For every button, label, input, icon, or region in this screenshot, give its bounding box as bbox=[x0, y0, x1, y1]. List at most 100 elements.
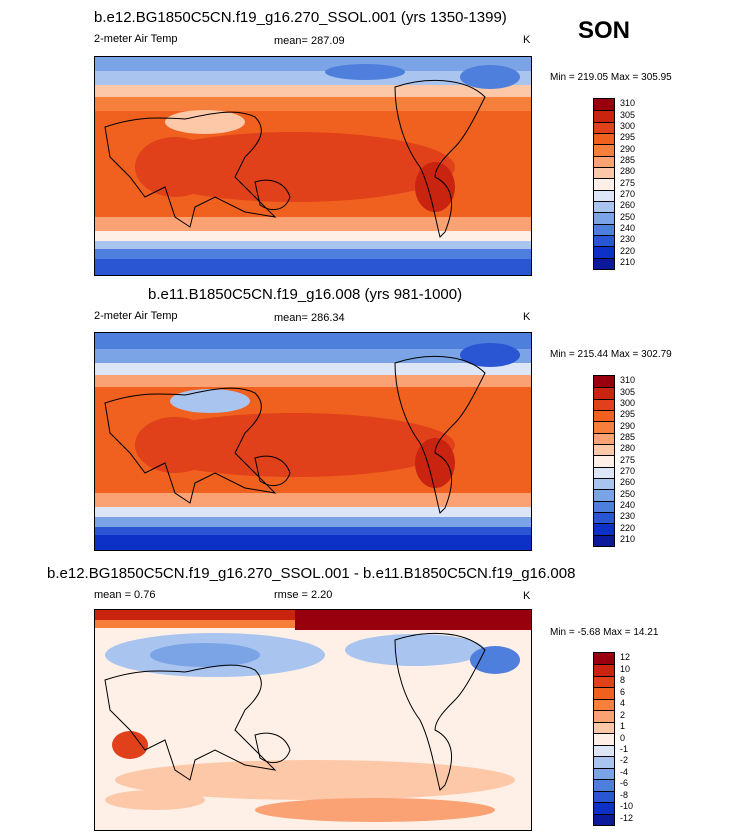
colorbar-cell bbox=[594, 201, 614, 213]
colorbar-label: 230 bbox=[620, 234, 636, 245]
colorbar-label: 6 bbox=[620, 686, 626, 697]
colorbar-cell bbox=[594, 767, 614, 780]
panel1-minmax: Min = 219.05 Max = 305.95 bbox=[550, 72, 672, 83]
colorbar-cell bbox=[594, 257, 614, 269]
colorbar-cell bbox=[594, 178, 614, 190]
colorbar-label: 10 bbox=[620, 663, 631, 674]
colorbar-cell bbox=[594, 802, 614, 814]
season-label: SON bbox=[578, 17, 631, 44]
colorbar-label: 290 bbox=[620, 420, 636, 431]
colorbar-cell bbox=[594, 421, 614, 433]
colorbar-cell bbox=[594, 466, 614, 478]
colorbar-cell bbox=[594, 698, 614, 711]
panel3-map bbox=[94, 609, 532, 831]
colorbar-label: 12 bbox=[620, 652, 631, 663]
colorbar-cell bbox=[594, 653, 614, 665]
panel2-minmax: Min = 215.44 Max = 302.79 bbox=[550, 349, 672, 360]
colorbar-cell bbox=[594, 523, 614, 535]
colorbar-cell bbox=[594, 155, 614, 167]
colorbar-cell bbox=[594, 387, 614, 399]
colorbar-cell bbox=[594, 710, 614, 722]
panel2-variable-label: 2-meter Air Temp bbox=[94, 310, 178, 322]
colorbar-label: -2 bbox=[620, 755, 629, 766]
colorbar-label: 295 bbox=[620, 132, 636, 143]
colorbar-label: -1 bbox=[620, 743, 629, 754]
colorbar-cell bbox=[594, 687, 614, 699]
colorbar-cell bbox=[594, 756, 614, 768]
panel3-title: b.e12.BG1850C5CN.f19_g16.270_SSOL.001 - … bbox=[47, 565, 576, 582]
colorbar-cell bbox=[594, 500, 614, 512]
colorbar-label: 290 bbox=[620, 143, 636, 154]
colorbar-cell bbox=[594, 110, 614, 122]
colorbar-label: 210 bbox=[620, 256, 636, 267]
colorbar-cell bbox=[594, 489, 614, 501]
panel1-map-field bbox=[95, 57, 531, 275]
colorbar-cell bbox=[594, 478, 614, 490]
panel1-variable-label: 2-meter Air Temp bbox=[94, 33, 178, 45]
panel3-map-field bbox=[95, 610, 531, 830]
colorbar-cell bbox=[594, 675, 614, 688]
colorbar-label: 310 bbox=[620, 98, 636, 109]
panel1-mean-label: mean= 287.09 bbox=[274, 35, 345, 47]
panel2-map-field bbox=[95, 333, 531, 550]
colorbar-label: -4 bbox=[620, 766, 629, 777]
colorbar-label: 275 bbox=[620, 177, 636, 188]
colorbar-label: 210 bbox=[620, 533, 636, 544]
colorbar-cell bbox=[594, 512, 614, 524]
panel1-units: K bbox=[523, 34, 531, 46]
colorbar-cell bbox=[594, 721, 614, 734]
colorbar-label: -12 bbox=[620, 812, 634, 823]
panel2-mean-label: mean= 286.34 bbox=[274, 312, 345, 324]
colorbar-label: 240 bbox=[620, 499, 636, 510]
panel2-title: b.e11.B1850C5CN.f19_g16.008 (yrs 981-100… bbox=[148, 286, 463, 303]
colorbar-cell bbox=[594, 189, 614, 201]
colorbar-cell bbox=[594, 376, 614, 388]
colorbar-cell bbox=[594, 444, 614, 456]
colorbar-label: 260 bbox=[620, 477, 636, 488]
colorbar-label: 1 bbox=[620, 721, 626, 732]
colorbar-cell bbox=[594, 779, 614, 791]
panel3-units: K bbox=[523, 590, 531, 602]
colorbar-cell bbox=[594, 167, 614, 179]
colorbar-cell bbox=[594, 664, 614, 676]
colorbar-cell bbox=[594, 432, 614, 444]
colorbar-label: 4 bbox=[620, 698, 626, 709]
panel3-mean-label: mean = 0.76 bbox=[94, 589, 156, 601]
colorbar-cell bbox=[594, 813, 614, 825]
colorbar-cell bbox=[594, 99, 614, 111]
panel3-minmax: Min = -5.68 Max = 14.21 bbox=[550, 627, 659, 638]
colorbar-label: 270 bbox=[620, 188, 636, 199]
panel3-rmse-label: rmse = 2.20 bbox=[274, 589, 333, 601]
colorbar-label: 295 bbox=[620, 409, 636, 420]
colorbar-label: 220 bbox=[620, 245, 636, 256]
colorbar-cell bbox=[594, 790, 614, 803]
colorbar-label: -6 bbox=[620, 778, 629, 789]
colorbar-cell bbox=[594, 144, 614, 156]
colorbar-label: 300 bbox=[620, 120, 636, 131]
colorbar-label: 0 bbox=[620, 732, 626, 743]
panel1-title: b.e12.BG1850C5CN.f19_g16.270_SSOL.001 (y… bbox=[94, 9, 507, 26]
colorbar-label: 285 bbox=[620, 154, 636, 165]
colorbar-label: 300 bbox=[620, 397, 636, 408]
colorbar-label: 280 bbox=[620, 166, 636, 177]
colorbar-cell bbox=[594, 410, 614, 422]
colorbar-label: 275 bbox=[620, 454, 636, 465]
panel2-colorbar bbox=[593, 375, 615, 547]
colorbar-label: 260 bbox=[620, 200, 636, 211]
colorbar-label: -10 bbox=[620, 801, 634, 812]
colorbar-cell bbox=[594, 246, 614, 258]
colorbar-cell bbox=[594, 212, 614, 224]
colorbar-label: 250 bbox=[620, 211, 636, 222]
colorbar-cell bbox=[594, 133, 614, 145]
colorbar-label: 270 bbox=[620, 465, 636, 476]
colorbar-cell bbox=[594, 744, 614, 757]
colorbar-cell bbox=[594, 534, 614, 546]
colorbar-label: 305 bbox=[620, 386, 636, 397]
panel1-map bbox=[94, 56, 532, 276]
panel1-colorbar bbox=[593, 98, 615, 270]
colorbar-label: 310 bbox=[620, 375, 636, 386]
colorbar-label: 220 bbox=[620, 522, 636, 533]
panel2-map bbox=[94, 332, 532, 551]
colorbar-cell bbox=[594, 733, 614, 745]
colorbar-cell bbox=[594, 455, 614, 467]
